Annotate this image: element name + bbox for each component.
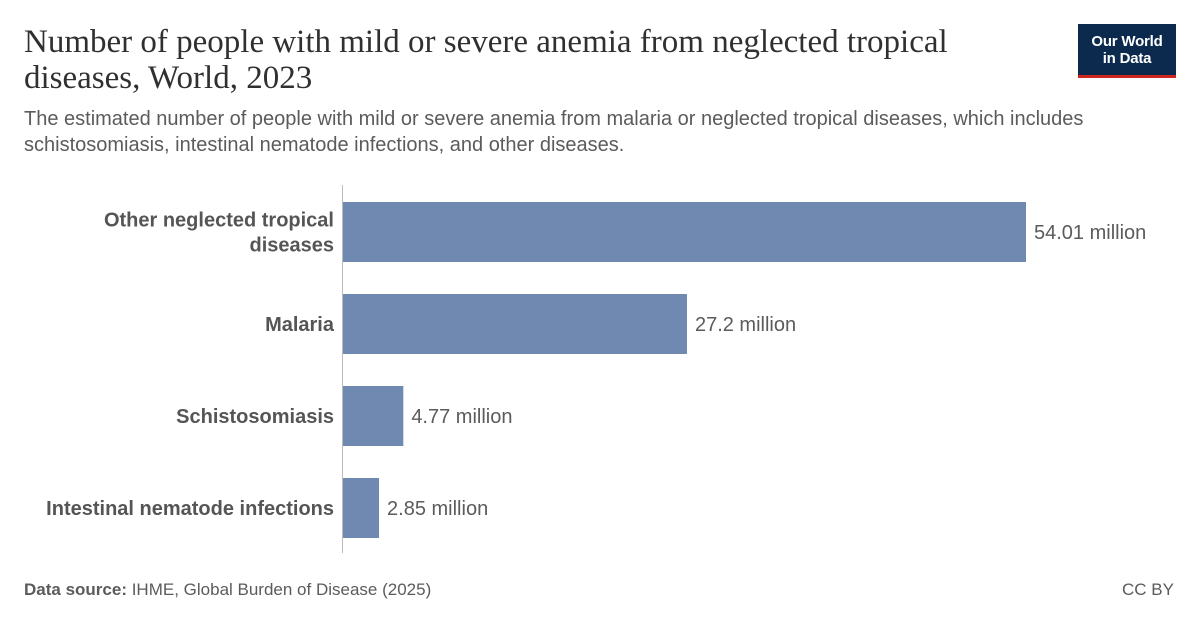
category-label: Malaria [265, 314, 335, 336]
bar[interactable] [343, 294, 687, 354]
bar[interactable] [343, 478, 380, 538]
logo-line-2: in Data [1102, 49, 1152, 67]
value-label: 27.2 million [695, 314, 796, 336]
value-label: 4.77 million [411, 406, 512, 428]
chart-subtitle: The estimated number of people with mild… [24, 108, 1084, 156]
data-source: Data source: IHME, Global Burden of Dise… [24, 580, 431, 600]
logo-line-1: Our World [1091, 32, 1163, 50]
data-source-text: IHME, Global Burden of Disease (2025) [126, 580, 432, 599]
category-label: Intestinal nematode infections [46, 498, 334, 520]
data-source-label: Data source: [24, 580, 127, 599]
license-label[interactable]: CC BY [1122, 580, 1174, 599]
bar[interactable] [343, 386, 404, 446]
value-label: 54.01 million [1034, 222, 1146, 244]
value-label: 2.85 million [387, 498, 488, 520]
owid-logo[interactable]: Our World in Data [1078, 24, 1176, 78]
category-label: Schistosomiasis [176, 406, 334, 428]
category-label: Other neglected tropical [104, 210, 334, 232]
chart-title: Number of people with mild or severe ane… [24, 24, 948, 96]
bar[interactable] [343, 202, 1026, 262]
category-label: diseases [249, 235, 334, 257]
